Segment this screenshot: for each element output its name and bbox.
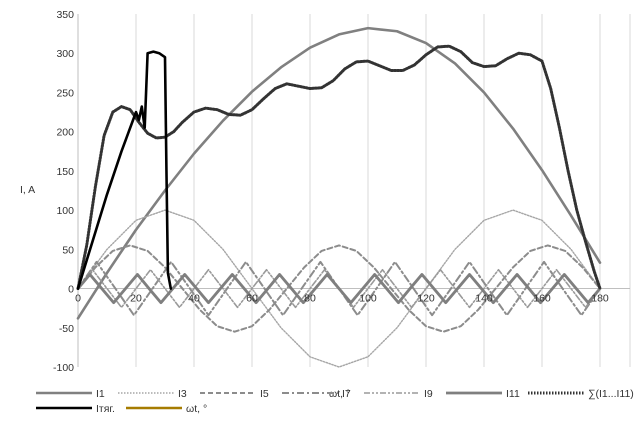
x-tick-label: 140 xyxy=(475,293,493,305)
y-tick-label: 100 xyxy=(56,205,74,217)
x-tick-label: 180 xyxy=(591,293,609,305)
series-line-5 xyxy=(76,273,602,305)
x-tick-label: 120 xyxy=(417,293,435,305)
series-line-6 xyxy=(76,44,602,291)
series-line-0 xyxy=(76,26,602,320)
legend-label: ωt, ° xyxy=(186,403,207,415)
y-tick-label: 50 xyxy=(62,244,74,256)
series-line-1 xyxy=(77,209,601,368)
legend-label: I11 xyxy=(506,388,520,400)
y-tick-label: 150 xyxy=(56,166,74,178)
axes xyxy=(77,14,630,367)
x-tick-label: 100 xyxy=(359,293,377,305)
y-tick-label: 200 xyxy=(56,127,74,139)
x-tick-label: 80 xyxy=(304,293,316,305)
x-tick-label: 0 xyxy=(75,293,81,305)
x-tick-label: 20 xyxy=(130,293,142,305)
x-tick-label: 160 xyxy=(533,293,551,305)
legend: I1 I3 I5 I7 I9 I11 ∑(I1...I11) Iтяг. ωt, ° xyxy=(36,388,634,415)
series-line-7 xyxy=(76,50,173,290)
tick-labels: -100 -50 0 50 100 150 200 250 300 350 0 20 40 60 80 100… xyxy=(53,9,609,374)
y-tick-label: 300 xyxy=(56,48,74,60)
y-tick-label: 350 xyxy=(56,9,74,21)
y-tick-label: 0 xyxy=(68,284,74,296)
series-layer xyxy=(76,26,602,368)
legend-label: I9 xyxy=(424,388,433,400)
x-tick-label: 40 xyxy=(188,293,200,305)
legend-label: I5 xyxy=(260,388,269,400)
legend-label: ∑(I1...I11) xyxy=(588,388,634,400)
legend-label: I1 xyxy=(96,388,105,400)
legend-label: I3 xyxy=(178,388,187,400)
y-tick-label: 250 xyxy=(56,87,74,99)
x-axis-label: ωt, ° xyxy=(329,388,350,400)
legend-label: I7 xyxy=(342,388,351,400)
y-axis-label: I, A xyxy=(20,184,35,196)
grid xyxy=(77,14,631,367)
legend-label: Iтяг. xyxy=(96,403,115,415)
series-line-2 xyxy=(77,244,601,333)
y-tick-label: -100 xyxy=(53,362,74,374)
x-tick-label: 60 xyxy=(246,293,258,305)
y-tick-label: -50 xyxy=(59,323,74,335)
